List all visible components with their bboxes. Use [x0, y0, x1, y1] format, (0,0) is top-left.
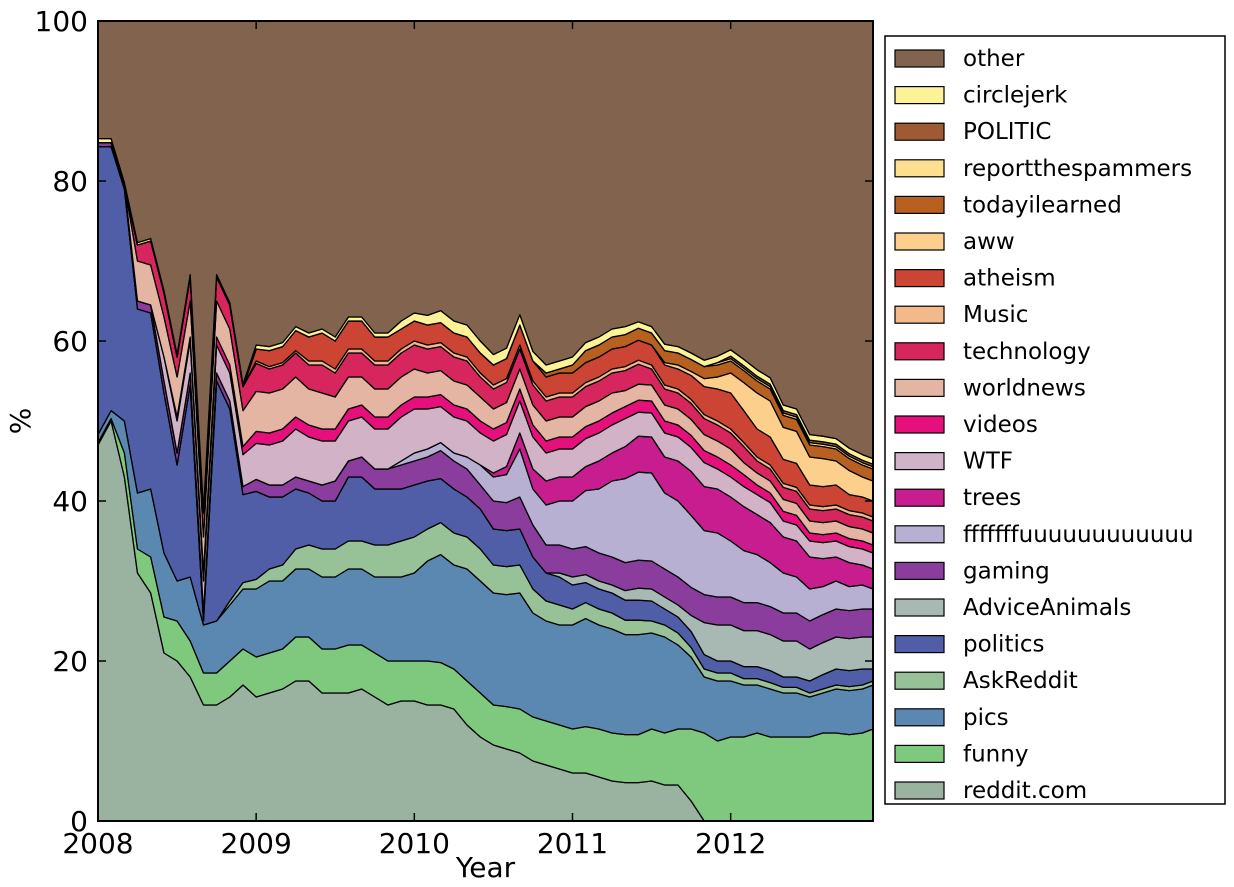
legend-label: fffffffuuuuuuuuuuuu: [963, 522, 1194, 548]
legend-swatch: [894, 671, 945, 690]
legend-label: trees: [963, 485, 1021, 511]
legend-label: circlejerk: [963, 83, 1068, 109]
legend-swatch: [894, 378, 945, 397]
legend-swatch: [894, 232, 945, 251]
x-axis-title: Year: [455, 851, 516, 884]
stacked-areas: [97, 20, 874, 822]
legend-swatch: [894, 744, 945, 764]
legend-label: reportthespammers: [963, 156, 1192, 182]
legend-label: AskReddit: [963, 668, 1078, 694]
legend-label: politics: [963, 632, 1045, 658]
legend-swatch: [894, 195, 945, 214]
legend-label: technology: [963, 339, 1091, 365]
legend-label: Music: [963, 302, 1028, 328]
x-tick-label: 2008: [62, 827, 133, 860]
legend-swatch: [894, 781, 945, 800]
legend-label: WTF: [963, 449, 1013, 475]
legend-label: funny: [963, 741, 1028, 767]
legend-swatch: [894, 342, 945, 361]
legend-label: AdviceAnimals: [963, 595, 1131, 621]
legend-swatch: [894, 85, 945, 105]
legend-swatch: [894, 561, 945, 581]
y-tick-label: 0: [70, 805, 88, 838]
x-tick-label: 2010: [379, 827, 450, 860]
legend-swatch: [894, 525, 945, 544]
legend-swatch: [894, 269, 945, 288]
legend-swatch: [894, 159, 945, 178]
legend-swatch: [894, 415, 945, 434]
x-axis: 2008 2009 2010 2011 2012: [62, 21, 766, 860]
legend-label: todayilearned: [963, 192, 1122, 218]
legend-label: gaming: [963, 558, 1050, 584]
legend-label: atheism: [963, 266, 1056, 292]
x-tick-label: 2012: [695, 827, 766, 860]
legend-swatch: [894, 452, 945, 471]
legend-label: aww: [963, 229, 1015, 255]
legend-label: worldnews: [963, 375, 1086, 401]
legend-swatch: [894, 708, 945, 727]
y-tick-label: 60: [52, 325, 88, 358]
x-tick-label: 2011: [537, 827, 608, 860]
legend: other circlejerk POLITIC reportthespammers t…: [884, 35, 1226, 805]
legend-label: videos: [963, 412, 1038, 438]
legend-label: other: [963, 46, 1025, 72]
y-axis: 0 20 40 60 80 100: [35, 5, 873, 838]
legend-swatch: [894, 122, 945, 141]
legend-swatch: [894, 488, 945, 507]
y-tick-label: 80: [52, 165, 88, 198]
legend-swatch: [894, 634, 945, 654]
y-axis-title: %: [4, 408, 37, 435]
legend-label: reddit.com: [963, 778, 1087, 804]
legend-swatch: [894, 305, 945, 324]
legend-label: pics: [963, 705, 1009, 731]
y-tick-label: 100: [35, 5, 88, 38]
y-tick-label: 20: [52, 645, 88, 678]
legend-label: POLITIC: [963, 119, 1051, 145]
legend-swatch: [894, 49, 945, 68]
legend-swatch: [894, 598, 945, 617]
x-tick-label: 2009: [221, 827, 292, 860]
plot-frame: [97, 20, 874, 822]
y-tick-label: 40: [52, 485, 88, 518]
